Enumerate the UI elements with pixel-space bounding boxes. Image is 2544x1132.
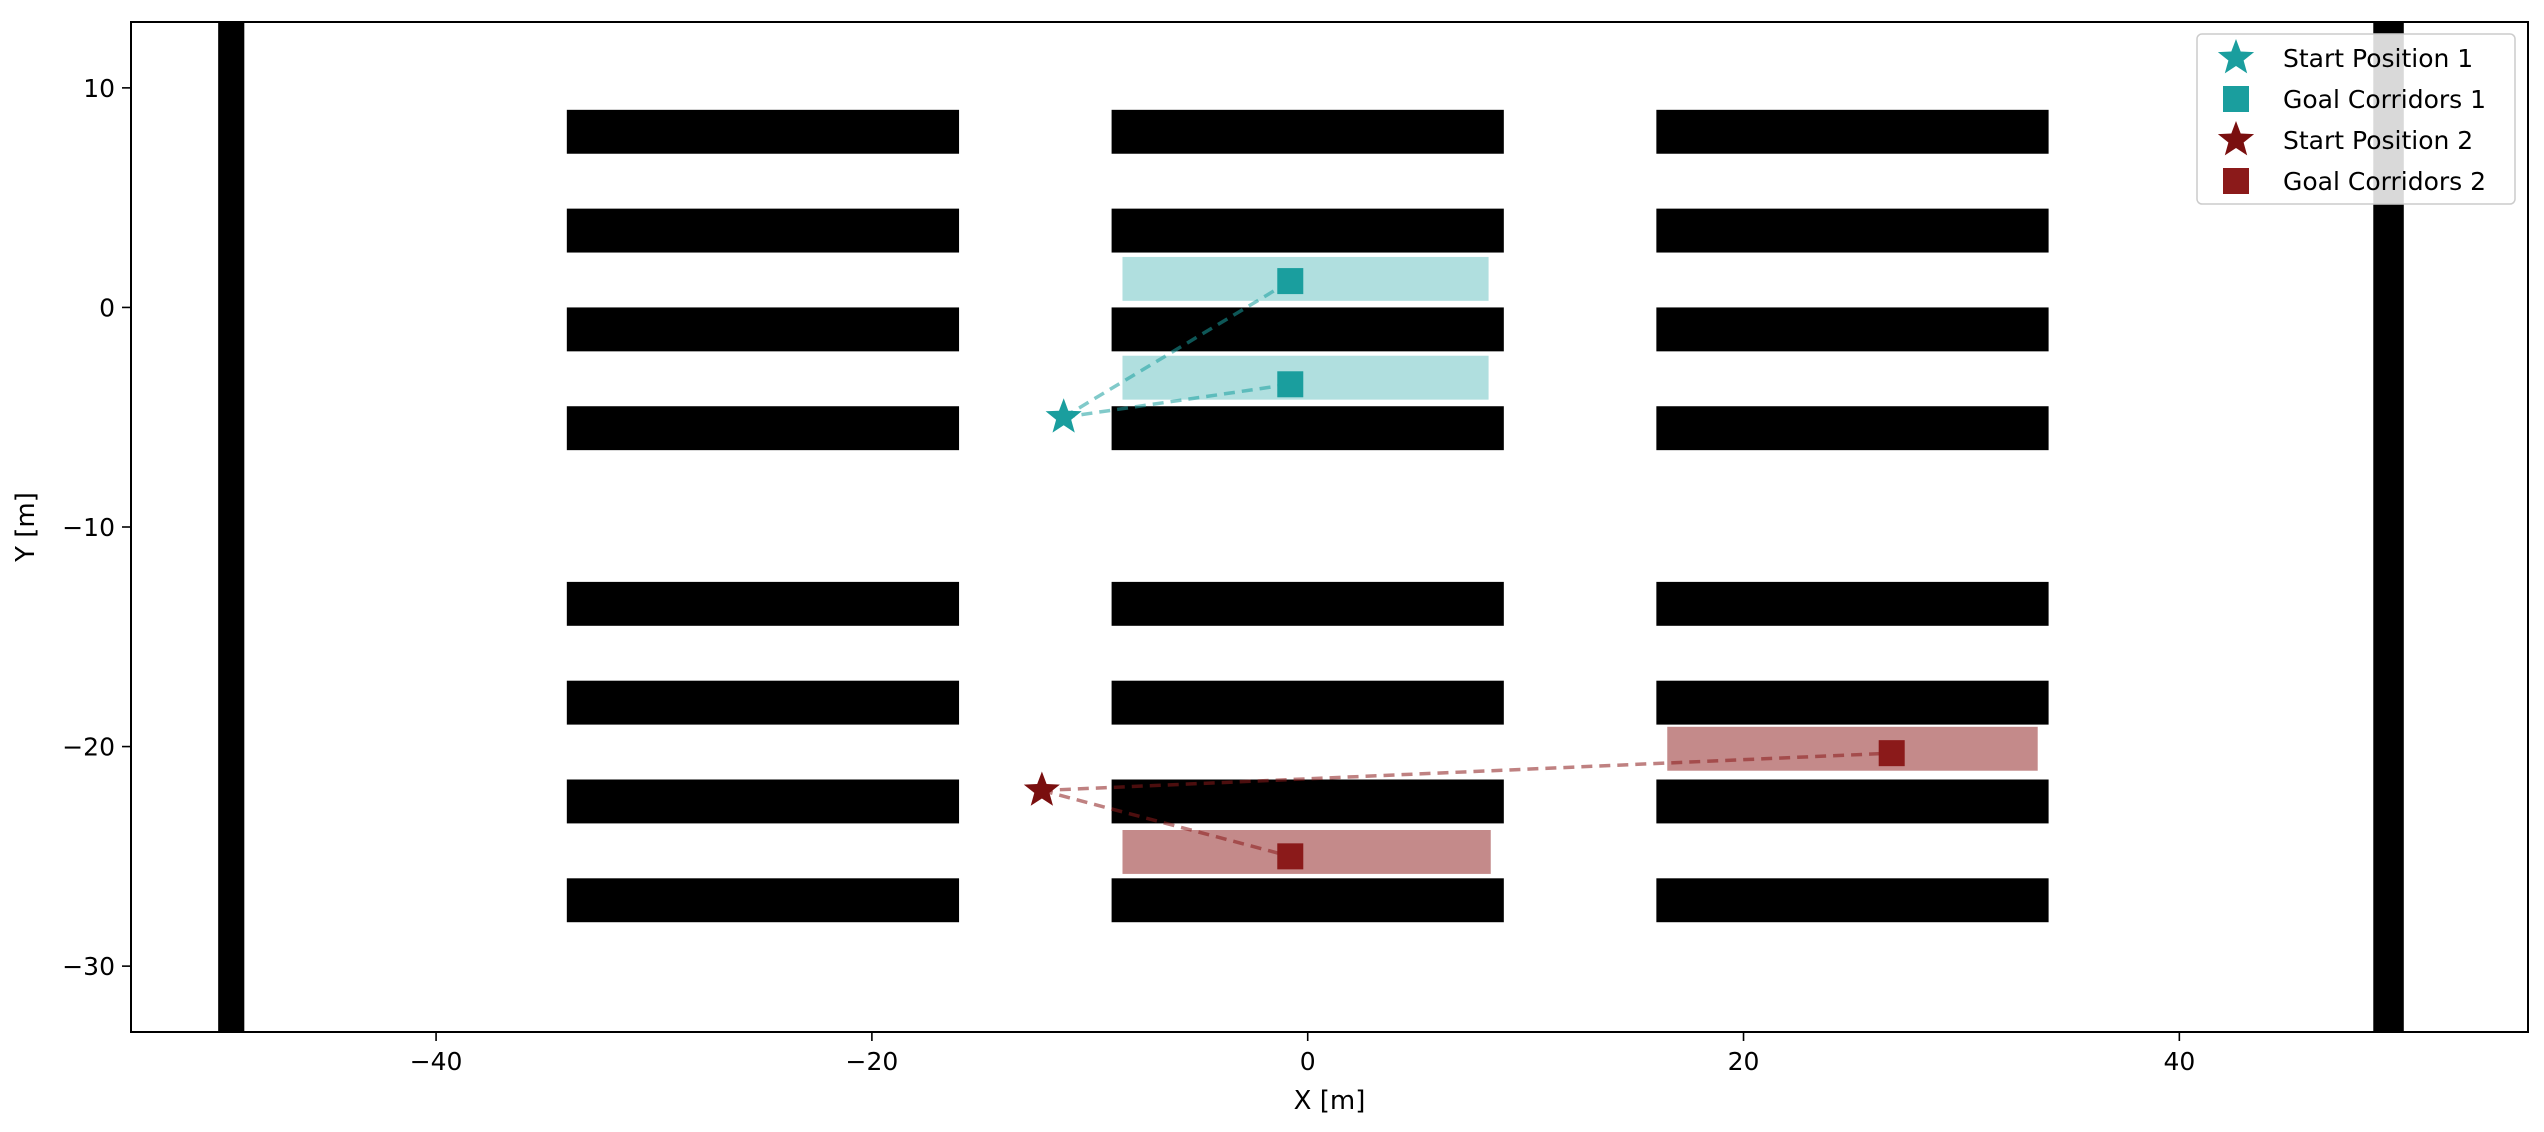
obstacle-block (1111, 680, 1504, 725)
obstacle-block (566, 581, 960, 626)
goal-corridor-marker (1878, 740, 1905, 767)
obstacle-block (566, 109, 960, 154)
obstacle-block (1656, 680, 2049, 725)
x-axis-label: X [m] (1294, 1086, 1366, 1116)
legend-label: Goal Corridors 2 (2283, 167, 2486, 196)
x-axis-ticks: −40 −20 0 20 40 (410, 1032, 2195, 1076)
start-position-marker (1045, 398, 1082, 433)
obstacle-block (1111, 307, 1504, 352)
legend-label: Goal Corridors 1 (2283, 85, 2486, 114)
obstacle-block (566, 406, 960, 451)
start-goal-connection-line (1041, 788, 1291, 859)
obstacle-block (566, 208, 960, 253)
legend-label: Start Position 1 (2283, 44, 2473, 73)
x-tick-label: 40 (2163, 1047, 2195, 1076)
legend-star-icon (2217, 39, 2255, 74)
obstacle-block (1111, 109, 1504, 154)
x-tick-label: −40 (410, 1047, 463, 1076)
obstacle-layer (218, 22, 2404, 1032)
start-position-marker (1023, 771, 1060, 806)
obstacle-block (566, 779, 960, 824)
y-tick-label: −20 (62, 733, 115, 762)
obstacle-block (1111, 581, 1504, 626)
y-tick-label: 0 (99, 293, 115, 322)
obstacle-block (218, 22, 245, 1032)
y-tick-label: 10 (83, 74, 115, 103)
legend: Start Position 1 Goal Corridors 1 Start Po… (2196, 33, 2516, 205)
legend-box (2196, 33, 2516, 205)
obstacle-block (1656, 208, 2049, 253)
obstacle-block (566, 680, 960, 725)
goal-corridor-marker (1277, 843, 1304, 870)
y-axis-ticks: −30 −20 −10 0 10 (62, 74, 131, 981)
legend-square-icon (2223, 86, 2249, 112)
obstacle-block (566, 307, 960, 352)
y-axis-label: Y [m] (11, 492, 41, 563)
obstacle-block (1111, 779, 1504, 824)
start-goal-connection-line (1041, 751, 1892, 793)
goal-corridor-marker (1277, 268, 1304, 295)
goal-corridor-region (1122, 830, 1491, 874)
legend-star-icon (2217, 121, 2255, 156)
connection-lines-layer (1041, 279, 1892, 859)
obstacle-block (1111, 406, 1504, 451)
x-tick-label: −20 (846, 1047, 899, 1076)
obstacle-block (1656, 307, 2049, 352)
obstacle-block (1111, 208, 1504, 253)
obstacle-block (1656, 878, 2049, 923)
x-tick-label: 0 (1300, 1047, 1316, 1076)
start-goal-connection-line (1062, 279, 1292, 419)
legend-square-icon (2223, 168, 2249, 194)
x-tick-label: 20 (1728, 1047, 1760, 1076)
obstacle-block (566, 878, 960, 923)
goal-corridor-region (1667, 726, 2038, 771)
goal-corridor-region (1122, 355, 1489, 400)
obstacle-block (1656, 581, 2049, 626)
obstacle-block (1656, 779, 2049, 824)
marker-layer (1023, 268, 1905, 870)
legend-label: Start Position 2 (2283, 126, 2473, 155)
obstacle-block (1656, 109, 2049, 154)
start-goal-connection-line (1063, 382, 1291, 419)
y-tick-label: −10 (62, 513, 115, 542)
goal-corridor-marker (1277, 371, 1304, 398)
y-tick-label: −30 (62, 952, 115, 981)
goal-corridor-layer (1122, 256, 2038, 874)
obstacle-block (1656, 406, 2049, 451)
obstacle-block (1111, 878, 1504, 923)
goal-corridor-region (1122, 256, 1489, 301)
